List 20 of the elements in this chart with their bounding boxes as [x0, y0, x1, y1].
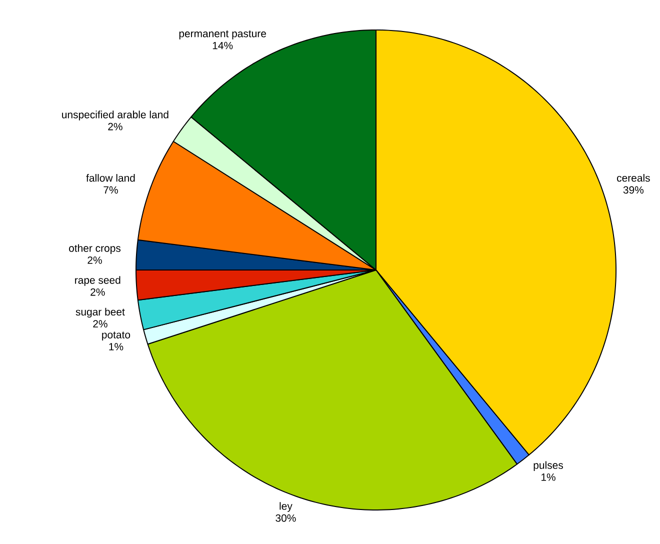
- slice-label: permanent pasture: [179, 30, 266, 40]
- data-label: 2%: [88, 256, 102, 264]
- data-label: 1%: [541, 473, 556, 481]
- data-label: 1%: [109, 343, 124, 350]
- data-label: 7%: [104, 186, 118, 194]
- slice-label: fallow land: [86, 174, 135, 182]
- data-label: 14%: [212, 42, 233, 50]
- data-label: 39%: [623, 186, 644, 194]
- data-label: 2%: [90, 288, 105, 296]
- slice-label: unspecified arable land: [62, 110, 168, 120]
- data-label: 30%: [276, 514, 296, 522]
- slice-label: potato: [102, 332, 130, 341]
- slice-label: ley: [280, 502, 292, 512]
- slice-label: sugar beet: [76, 308, 125, 318]
- data-label: 2%: [108, 122, 122, 130]
- slice-label: cereals: [617, 174, 650, 182]
- slice-label: rape seed: [75, 276, 120, 286]
- slice-label: pulses: [534, 461, 563, 471]
- slice-label: other crops: [69, 244, 121, 254]
- data-label: 2%: [93, 320, 108, 328]
